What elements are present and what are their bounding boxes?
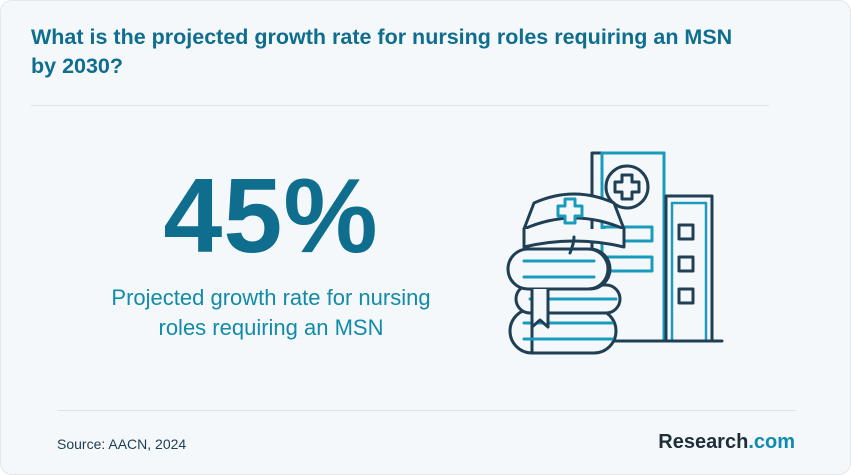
bookmark-icon	[530, 287, 550, 329]
stat-caption: Projected growth rate for nursing roles …	[111, 285, 431, 340]
source-text: Source: AACN, 2024	[57, 436, 187, 452]
nursing-education-illustration	[506, 151, 724, 355]
hospital-building-icon	[576, 151, 724, 343]
brand-suffix: .com	[748, 431, 795, 453]
top-divider	[31, 105, 769, 106]
nurse-cap-icon	[522, 192, 626, 255]
brand-logo[interactable]: Research.com	[658, 429, 795, 455]
brand-name: Research	[658, 431, 749, 453]
stacked-books-icon	[506, 247, 622, 355]
bottom-divider	[57, 410, 796, 411]
medical-cross-icon	[604, 164, 650, 210]
question-heading: What is the projected growth rate for nu…	[31, 25, 733, 78]
stat-value: 45%	[163, 157, 379, 275]
